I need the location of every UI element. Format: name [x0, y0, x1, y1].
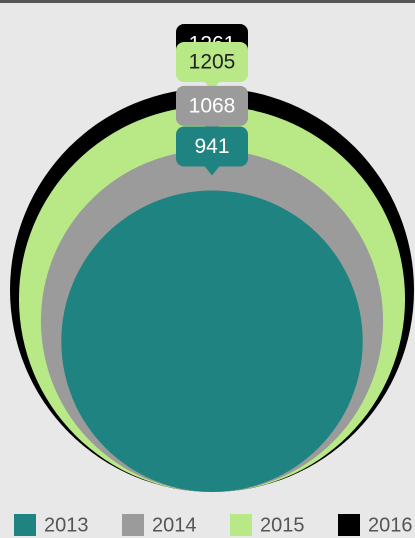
legend-swatch [14, 514, 36, 536]
circles [10, 88, 414, 493]
badges: 126112051068941 [176, 24, 248, 176]
legend-label: 2016 [368, 514, 413, 536]
value-label: 1068 [189, 94, 236, 117]
top-border [0, 0, 415, 3]
legend-label: 2013 [44, 514, 89, 536]
value-badge [176, 41, 248, 82]
legend-swatch [338, 514, 360, 536]
legend-swatch [122, 514, 144, 536]
legend-label: 2014 [152, 514, 197, 536]
value-label: 941 [194, 135, 229, 158]
value-badge [176, 126, 248, 167]
legend-label: 2015 [260, 514, 305, 536]
legend-swatch [230, 514, 252, 536]
value-badge [176, 85, 248, 126]
value-label: 1205 [189, 50, 236, 73]
circle [61, 190, 363, 493]
badge-pointer [204, 165, 220, 176]
legend: 2013 2014 2015 2016 [14, 514, 413, 536]
